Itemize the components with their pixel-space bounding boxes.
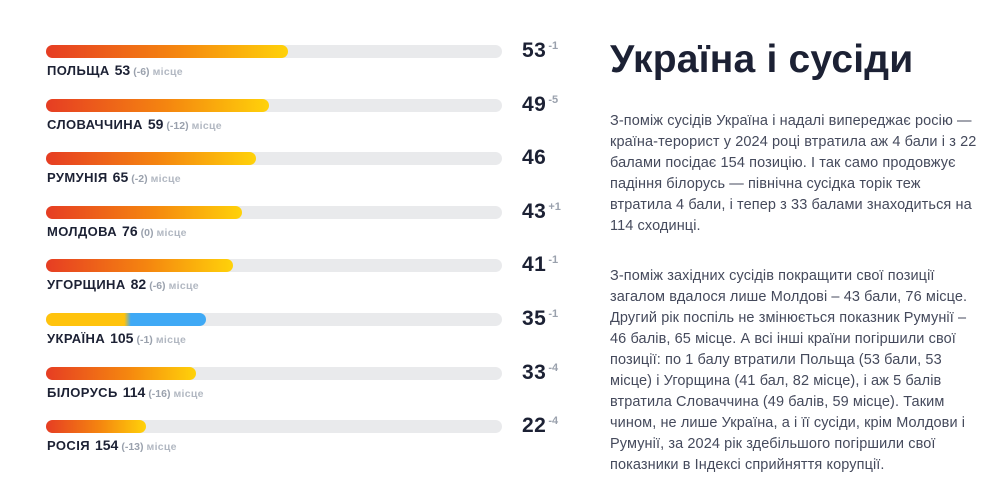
- article-paragraph-2: З-поміж західних сусідів покращити свої …: [610, 268, 968, 473]
- rank-change: (0): [140, 226, 154, 239]
- country-label: РУМУНІЯ 65 (-2) місце: [47, 169, 181, 187]
- country-label: УГОРЩИНА 82 (-6) місце: [47, 276, 199, 294]
- score-number: 43: [522, 199, 547, 223]
- chart-row: 33 -4 БІЛОРУСЬ 114 (-16) місце: [46, 361, 591, 421]
- score-change-superscript: -1: [548, 40, 559, 52]
- score-bar-fill: [46, 312, 206, 326]
- score-value: 43 +1: [522, 200, 561, 224]
- score-value: 53 -1: [522, 39, 558, 63]
- score-bar-fill: [46, 366, 197, 380]
- score-number: 41: [522, 253, 547, 277]
- chart-row: 43 +1 МОЛДОВА 76 (0) місце: [46, 200, 591, 260]
- score-bar-track: [46, 152, 502, 166]
- score-bar-fill: [46, 205, 243, 219]
- score-change-superscript: -4: [548, 361, 559, 374]
- score-bar-fill: [46, 98, 270, 112]
- score-bar-track: [46, 205, 502, 219]
- country-label: УКРАЇНА 105 (-1) місце: [47, 330, 186, 348]
- country-name: УКРАЇНА: [47, 330, 106, 346]
- country-rank: 65: [112, 169, 129, 186]
- score-change-superscript: -4: [548, 415, 559, 428]
- place-word: місце: [173, 387, 204, 400]
- score-number: 53: [522, 39, 547, 62]
- place-word: місце: [150, 173, 181, 186]
- country-label: ПОЛЬЩА 53 (-6) місце: [47, 62, 183, 80]
- score-value: 41 -1: [522, 253, 558, 277]
- country-rank: 105: [110, 329, 134, 346]
- place-word: місце: [155, 333, 187, 346]
- article-title: Україна і сусіди: [610, 38, 914, 81]
- country-name: ПОЛЬЩА: [47, 63, 110, 78]
- chart-row: 46 РУМУНІЯ 65 (-2) місце: [46, 146, 591, 206]
- place-word: місце: [168, 280, 199, 293]
- score-bar-track: [46, 45, 502, 58]
- chart-row: 53 -1 ПОЛЬЩА 53 (-6) місце: [46, 39, 591, 99]
- country-rank: 76: [122, 222, 138, 239]
- score-value: 46: [522, 146, 548, 170]
- country-rank: 114: [122, 383, 146, 400]
- cpi-bar-chart: 53 -1 ПОЛЬЩА 53 (-6) місце 49 -5 СЛОВАЧЧИНА 59…: [46, 39, 591, 474]
- place-word: місце: [146, 441, 177, 454]
- chart-row: 22 -4 РОСІЯ 154 (-13) місце: [46, 414, 591, 474]
- place-word: місце: [152, 66, 183, 78]
- score-change-superscript: -1: [548, 254, 559, 267]
- score-bar-fill: [46, 152, 256, 166]
- article-paragraph-1: З-поміж сусідів Україна і надалі виперед…: [610, 113, 977, 234]
- score-number: 33: [522, 360, 547, 384]
- score-bar-fill: [46, 259, 233, 273]
- rank-change: (-13): [121, 441, 144, 454]
- score-change-superscript: +1: [548, 200, 561, 213]
- rank-change: (-12): [166, 119, 189, 132]
- chart-row: 49 -5 СЛОВАЧЧИНА 59 (-12) місце: [46, 93, 591, 153]
- score-bar-track: [46, 98, 502, 112]
- country-name: УГОРЩИНА: [47, 277, 126, 293]
- country-name: БІЛОРУСЬ: [47, 384, 118, 400]
- chart-row: 41 -1 УГОРЩИНА 82 (-6) місце: [46, 253, 591, 313]
- score-number: 49: [522, 92, 547, 116]
- country-name: РОСІЯ: [47, 438, 90, 454]
- country-label: РОСІЯ 154 (-13) місце: [47, 437, 177, 455]
- article-column: Україна і сусіди З-поміж сусідів Україна…: [610, 36, 982, 476]
- score-number: 46: [522, 146, 547, 170]
- score-change-superscript: -1: [548, 307, 559, 320]
- score-value: 22 -4: [522, 414, 558, 438]
- score-bar-track: [46, 420, 502, 434]
- score-bar-fill: [46, 45, 288, 58]
- chart-row: 35 -1 УКРАЇНА 105 (-1) місце: [46, 307, 591, 367]
- score-number: 35: [522, 306, 547, 330]
- country-name: МОЛДОВА: [47, 223, 118, 239]
- score-value: 33 -4: [522, 361, 558, 385]
- rank-change: (-2): [131, 173, 148, 186]
- country-rank: 82: [130, 276, 147, 293]
- score-bar-fill: [46, 420, 147, 434]
- score-bar-track: [46, 259, 502, 273]
- score-change-superscript: -5: [548, 93, 559, 106]
- country-rank: 59: [147, 115, 164, 132]
- rank-change: (-1): [136, 333, 153, 346]
- rank-change: (-16): [148, 387, 171, 400]
- score-bar-track: [46, 312, 502, 326]
- country-name: СЛОВАЧЧИНА: [47, 116, 143, 132]
- rank-change: (-6): [133, 66, 150, 78]
- score-number: 22: [522, 414, 547, 438]
- country-rank: 53: [114, 62, 131, 78]
- country-name: РУМУНІЯ: [47, 170, 108, 186]
- country-label: МОЛДОВА 76 (0) місце: [47, 223, 187, 241]
- score-value: 35 -1: [522, 307, 558, 331]
- country-label: БІЛОРУСЬ 114 (-16) місце: [47, 384, 204, 402]
- place-word: місце: [156, 226, 187, 239]
- country-rank: 154: [94, 437, 119, 454]
- country-label: СЛОВАЧЧИНА 59 (-12) місце: [47, 116, 222, 134]
- score-value: 49 -5: [522, 93, 558, 117]
- place-word: місце: [191, 119, 222, 132]
- score-bar-track: [46, 366, 502, 380]
- rank-change: (-6): [149, 280, 166, 293]
